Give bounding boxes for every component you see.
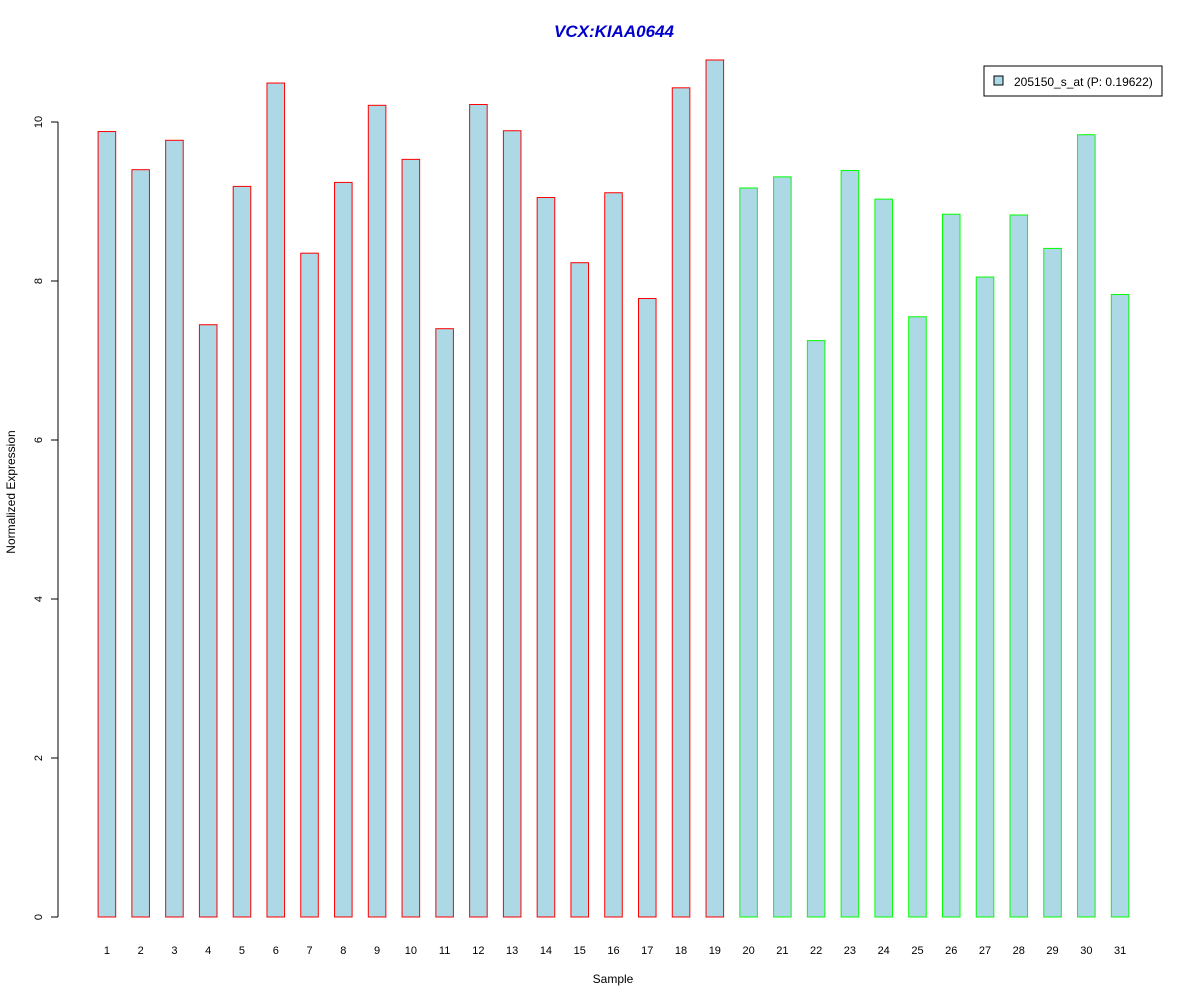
bar-sample-6 xyxy=(266,82,286,918)
bar-sample-14 xyxy=(536,197,556,918)
bar-sample-26 xyxy=(941,213,961,918)
x-tick-label: 3 xyxy=(171,945,177,957)
x-tick-label: 2 xyxy=(138,945,144,957)
x-tick-label: 17 xyxy=(641,945,653,957)
bar-sample-28 xyxy=(1009,214,1029,918)
bars-group xyxy=(97,59,1130,918)
x-tick-label: 4 xyxy=(205,945,211,957)
bar-sample-3 xyxy=(165,139,184,918)
bar-sample-5 xyxy=(232,185,252,918)
x-axis-labels: 1 2 3 4 5 6 7 8 9 10 11 12 13 14 15 16 17 18 19 20 21 22 23 24 2… xyxy=(104,945,1126,957)
bar-sample-10 xyxy=(401,158,421,918)
y-tick-label: 6 xyxy=(33,437,45,443)
bar-sample-19 xyxy=(705,59,725,918)
bar-sample-22 xyxy=(806,340,826,918)
bar-sample-13 xyxy=(502,130,522,918)
bar-sample-29 xyxy=(1043,247,1062,918)
x-tick-label: 6 xyxy=(273,945,279,957)
bar-sample-17 xyxy=(637,297,657,918)
x-tick-label: 18 xyxy=(675,945,687,957)
y-tick-label: 0 xyxy=(33,914,45,920)
x-tick-label: 9 xyxy=(374,945,380,957)
bar-sample-12 xyxy=(469,104,488,918)
y-tick-label: 4 xyxy=(33,596,45,602)
bar-sample-27 xyxy=(975,276,995,918)
x-tick-label: 21 xyxy=(776,945,788,957)
legend-swatch xyxy=(993,75,1004,86)
x-tick-label: 28 xyxy=(1013,945,1025,957)
bar-sample-18 xyxy=(671,87,691,918)
y-tick-label: 2 xyxy=(33,755,45,761)
x-tick-label: 16 xyxy=(607,945,619,957)
x-tick-label: 30 xyxy=(1080,945,1092,957)
x-tick-label: 7 xyxy=(306,945,312,957)
x-tick-label: 23 xyxy=(844,945,856,957)
bar-sample-9 xyxy=(367,104,387,918)
legend-label: 205150_s_at (P: 0.19622) xyxy=(1014,75,1153,89)
x-tick-label: 12 xyxy=(472,945,484,957)
bar-sample-1 xyxy=(97,131,117,918)
bar-sample-30 xyxy=(1077,134,1096,918)
bar-sample-16 xyxy=(604,192,623,918)
bar-sample-2 xyxy=(131,169,150,918)
bar-sample-23 xyxy=(840,170,860,918)
x-tick-label: 10 xyxy=(405,945,417,957)
x-tick-label: 11 xyxy=(439,945,450,957)
bar-sample-21 xyxy=(773,176,792,918)
x-tick-label: 25 xyxy=(911,945,923,957)
bar-sample-25 xyxy=(908,316,927,918)
x-axis-title: Sample xyxy=(593,972,634,986)
bar-sample-7 xyxy=(300,252,319,918)
x-tick-label: 27 xyxy=(979,945,991,957)
x-tick-label: 19 xyxy=(709,945,721,957)
x-tick-label: 15 xyxy=(574,945,586,957)
y-tick-label: 10 xyxy=(33,116,45,128)
x-tick-label: 14 xyxy=(540,945,552,957)
x-tick-label: 29 xyxy=(1046,945,1058,957)
x-tick-label: 24 xyxy=(878,945,890,957)
x-tick-label: 26 xyxy=(945,945,957,957)
y-axis-title: Normalized Expression xyxy=(4,430,18,553)
x-tick-label: 20 xyxy=(742,945,754,957)
legend-box xyxy=(983,65,1163,97)
bar-sample-15 xyxy=(570,262,590,918)
bar-sample-31 xyxy=(1110,294,1130,918)
chart-title: VCX:KIAA0644 xyxy=(554,22,675,41)
x-tick-label: 1 xyxy=(104,945,110,957)
legend: 205150_s_at (P: 0.19622) xyxy=(983,65,1163,97)
y-tick-label: 8 xyxy=(33,278,45,284)
bar-sample-24 xyxy=(874,198,893,918)
x-tick-label: 22 xyxy=(810,945,822,957)
x-tick-label: 13 xyxy=(506,945,518,957)
bar-sample-11 xyxy=(435,328,454,918)
bar-sample-4 xyxy=(198,324,218,918)
y-axis: 0 2 4 6 8 10 xyxy=(33,116,59,920)
x-tick-label: 5 xyxy=(239,945,245,957)
x-tick-label: 31 xyxy=(1114,945,1126,957)
x-tick-label: 8 xyxy=(340,945,346,957)
bar-sample-8 xyxy=(334,181,353,918)
bar-sample-20 xyxy=(739,187,758,918)
